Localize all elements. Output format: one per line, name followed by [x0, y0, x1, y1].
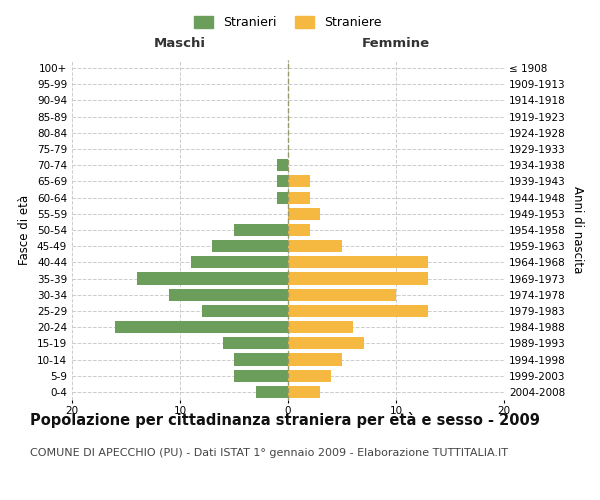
- Bar: [277, 176, 288, 188]
- Bar: [169, 288, 288, 301]
- Y-axis label: Anni di nascita: Anni di nascita: [571, 186, 584, 274]
- Y-axis label: Fasce di età: Fasce di età: [19, 195, 31, 265]
- Bar: [288, 386, 320, 398]
- Bar: [277, 192, 288, 203]
- Bar: [234, 224, 288, 236]
- Bar: [288, 321, 353, 333]
- Bar: [288, 288, 396, 301]
- Bar: [234, 370, 288, 382]
- Bar: [288, 272, 428, 284]
- Bar: [288, 370, 331, 382]
- Bar: [115, 321, 288, 333]
- Bar: [288, 208, 320, 220]
- Bar: [288, 192, 310, 203]
- Bar: [202, 305, 288, 317]
- Bar: [277, 159, 288, 172]
- Text: Popolazione per cittadinanza straniera per età e sesso - 2009: Popolazione per cittadinanza straniera p…: [30, 412, 540, 428]
- Bar: [288, 240, 342, 252]
- Bar: [223, 338, 288, 349]
- Bar: [256, 386, 288, 398]
- Bar: [137, 272, 288, 284]
- Legend: Stranieri, Straniere: Stranieri, Straniere: [190, 11, 386, 34]
- Bar: [288, 354, 342, 366]
- Bar: [288, 256, 428, 268]
- Bar: [212, 240, 288, 252]
- Bar: [288, 338, 364, 349]
- Text: Femmine: Femmine: [362, 38, 430, 51]
- Text: COMUNE DI APECCHIO (PU) - Dati ISTAT 1° gennaio 2009 - Elaborazione TUTTITALIA.I: COMUNE DI APECCHIO (PU) - Dati ISTAT 1° …: [30, 448, 508, 458]
- Bar: [288, 224, 310, 236]
- Bar: [288, 305, 428, 317]
- Bar: [191, 256, 288, 268]
- Bar: [288, 176, 310, 188]
- Text: Maschi: Maschi: [154, 38, 206, 51]
- Bar: [234, 354, 288, 366]
